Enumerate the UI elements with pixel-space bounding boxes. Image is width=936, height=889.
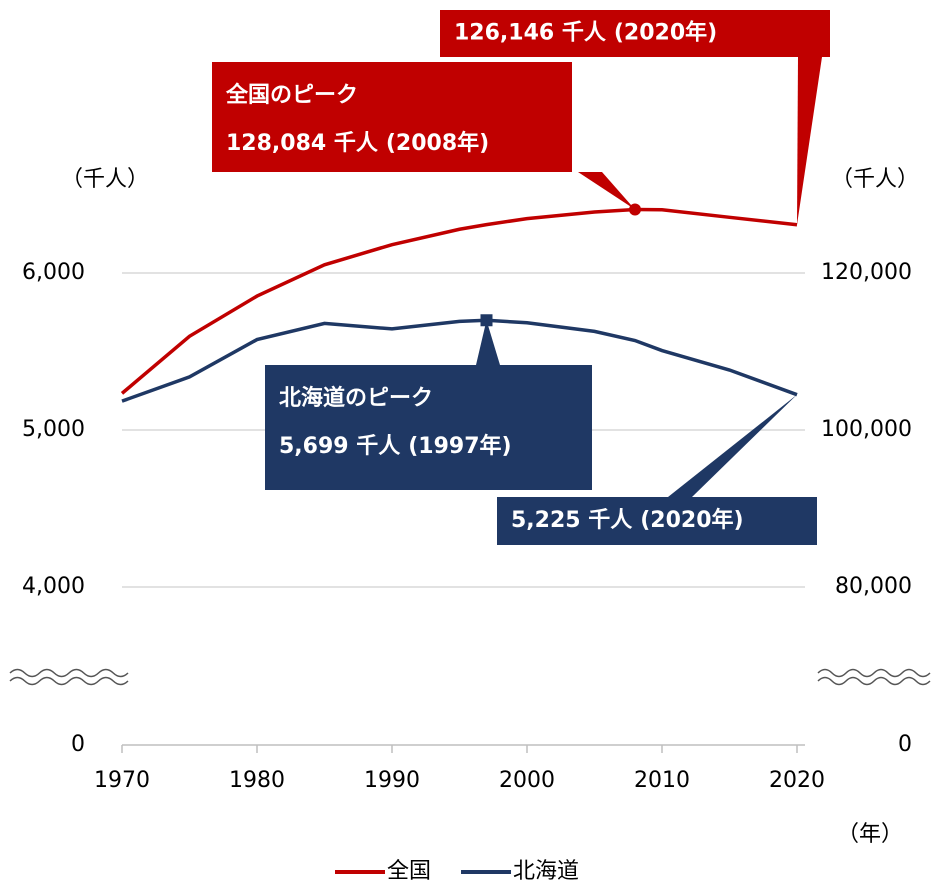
annotation-year: (2020年) xyxy=(614,20,717,46)
callout-pointer xyxy=(668,394,797,497)
callout-pointer xyxy=(578,172,635,210)
annotation-title: 北海道のピーク xyxy=(279,385,433,411)
x-tick-label: 1990 xyxy=(364,768,420,793)
x-tick-label: 2020 xyxy=(769,768,825,793)
annotation-box xyxy=(440,10,830,57)
annotation-value: 126,146 千人 xyxy=(454,21,606,46)
annotation-box xyxy=(497,497,817,545)
y2-tick-label: 100,000 xyxy=(821,417,912,442)
break-wave xyxy=(817,668,931,678)
x-axis-label: （年） xyxy=(837,822,903,847)
annotation-value: 126,146 千人 (2020年) xyxy=(454,20,717,46)
series-line xyxy=(120,207,798,395)
annotation-value: 5,225 千人 (2020年) xyxy=(511,507,744,533)
annotation-box xyxy=(265,365,592,490)
legend-label: 北海道 xyxy=(513,859,579,884)
annotation-box xyxy=(212,62,572,172)
y-tick-label: 5,000 xyxy=(22,417,85,442)
annotation-year: (1997年) xyxy=(408,433,511,459)
break-wave xyxy=(817,676,931,686)
x-tick-label: 2000 xyxy=(499,768,555,793)
callout-pointer xyxy=(797,57,822,225)
y-axis-label: （千人） xyxy=(61,167,149,192)
x-tick-label: 1980 xyxy=(229,768,285,793)
annotation-year: (2008年) xyxy=(386,130,489,156)
x-tick-label: 2010 xyxy=(634,768,690,793)
x-tick-label: 1970 xyxy=(94,768,150,793)
annotation-value: 128,084 千人 (2008年) xyxy=(226,130,489,156)
y-tick-label: 6,000 xyxy=(22,260,85,285)
legend-label: 全国 xyxy=(387,859,431,884)
y-tick-label: 4,000 xyxy=(22,574,85,599)
y2-tick-label: 120,000 xyxy=(821,260,912,285)
annotation-value: 5,699 千人 xyxy=(279,434,400,459)
break-wave xyxy=(9,668,129,678)
y2-tick-label: 80,000 xyxy=(835,574,912,599)
break-wave xyxy=(9,676,129,686)
annotation-value: 128,084 千人 xyxy=(226,131,378,156)
annotation-value: 5,699 千人 (1997年) xyxy=(279,433,512,459)
annotation-value: 5,225 千人 xyxy=(511,508,632,533)
y-tick-label: 0 xyxy=(71,732,85,757)
y2-axis-label: （千人） xyxy=(831,167,919,192)
axis-break xyxy=(9,668,931,686)
annotation-title: 全国のピーク xyxy=(225,82,358,108)
callout-pointer xyxy=(476,320,500,365)
annotation-year: (2020年) xyxy=(640,507,743,533)
y2-tick-label: 0 xyxy=(898,732,912,757)
